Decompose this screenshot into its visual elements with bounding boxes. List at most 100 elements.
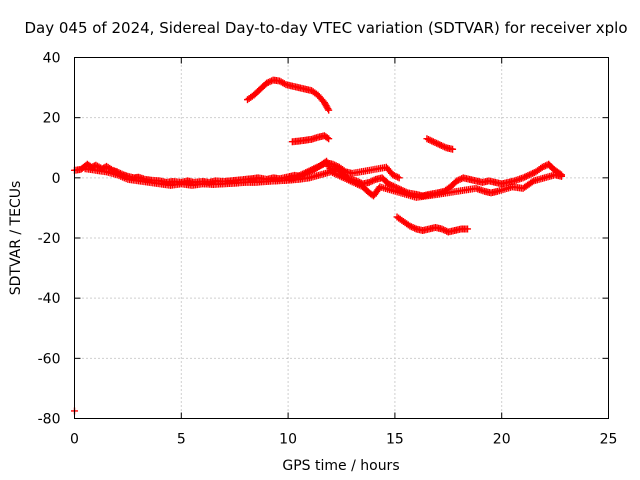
data-point xyxy=(300,169,308,177)
series-lower-band xyxy=(81,165,566,201)
data-point xyxy=(325,106,333,114)
data-point xyxy=(395,174,403,182)
data-point xyxy=(291,174,299,182)
series-arc-right xyxy=(423,135,457,153)
data-point xyxy=(264,78,272,86)
data-point xyxy=(263,79,271,87)
data-point xyxy=(441,143,449,151)
data-point xyxy=(527,170,535,178)
data-point xyxy=(519,174,527,182)
data-point xyxy=(538,163,546,171)
y-tick-label: -80 xyxy=(38,412,61,428)
data-point xyxy=(370,176,378,184)
data-point xyxy=(453,177,461,185)
data-point xyxy=(437,141,445,149)
data-point xyxy=(367,178,375,186)
data-point xyxy=(266,78,274,86)
y-tick-label: 0 xyxy=(52,171,61,187)
data-point xyxy=(365,178,373,186)
data-point xyxy=(303,168,311,176)
data-point xyxy=(311,164,319,172)
plot-frame xyxy=(74,57,609,419)
data-point xyxy=(525,171,533,179)
data-point xyxy=(389,171,397,179)
y-tick-label: 40 xyxy=(43,51,61,67)
data-point xyxy=(426,136,434,144)
x-tick-label: 20 xyxy=(493,432,511,448)
x-tick-label: 10 xyxy=(279,432,297,448)
data-point xyxy=(425,135,433,143)
data-point xyxy=(297,171,305,179)
data-point xyxy=(294,172,302,180)
data-point xyxy=(464,225,472,233)
tick-labels: 0 5 10 15 20 25 -80 -60 -40 -20 0 20 40 xyxy=(38,51,618,448)
data-point xyxy=(307,166,315,174)
data-point xyxy=(411,224,419,232)
data-point xyxy=(434,140,442,148)
data-point xyxy=(540,163,548,171)
data-point xyxy=(384,180,392,188)
y-tick-label: -20 xyxy=(38,231,61,247)
data-point xyxy=(524,172,532,180)
data-point xyxy=(329,160,337,168)
data-point xyxy=(423,135,431,143)
data-point xyxy=(315,163,323,171)
data-point xyxy=(324,105,332,113)
data-point xyxy=(454,176,462,184)
data-point xyxy=(441,226,449,234)
x-tick-label: 25 xyxy=(600,432,618,448)
data-point xyxy=(438,225,446,233)
data-point xyxy=(280,80,288,88)
data-point xyxy=(406,222,414,230)
data-point xyxy=(299,170,307,178)
data-point xyxy=(521,173,529,181)
y-axis-label: SDTVAR / TECUs xyxy=(8,181,24,296)
data-point xyxy=(429,138,437,146)
data-point xyxy=(331,161,339,169)
data-point xyxy=(313,163,321,171)
data-point xyxy=(439,226,447,234)
data-point xyxy=(558,172,566,180)
data-point xyxy=(522,172,530,180)
data-point xyxy=(332,162,340,170)
x-tick-label: 0 xyxy=(70,432,79,448)
data-point xyxy=(368,177,376,185)
data-point xyxy=(528,178,536,186)
data-point xyxy=(340,167,348,175)
data-point xyxy=(456,175,464,183)
series-rising-cluster xyxy=(284,159,403,183)
series-arc-mid xyxy=(288,132,333,146)
data-point xyxy=(407,223,415,231)
y-tick-label: 20 xyxy=(43,111,61,127)
data-point xyxy=(308,166,316,174)
series-arc-low xyxy=(393,213,472,236)
data-point xyxy=(323,134,331,142)
data-point xyxy=(325,135,333,143)
data-point xyxy=(409,223,417,231)
data-point xyxy=(439,142,447,150)
data-point xyxy=(305,167,313,175)
data-point xyxy=(529,169,537,177)
data-point xyxy=(319,160,327,168)
data-point xyxy=(436,141,444,149)
x-tick-label: 15 xyxy=(386,432,404,448)
data-points xyxy=(71,76,566,415)
data-point xyxy=(449,145,457,153)
y-tick-label: -60 xyxy=(38,351,61,367)
data-point xyxy=(428,137,436,145)
data-point xyxy=(316,162,324,170)
data-point xyxy=(310,165,318,173)
data-point xyxy=(295,172,303,180)
data-point xyxy=(292,173,300,181)
data-point xyxy=(431,138,439,146)
chart-title: Day 045 of 2024, Sidereal Day-to-day VTE… xyxy=(24,19,627,37)
x-tick-label: 5 xyxy=(177,432,186,448)
data-point xyxy=(318,161,326,169)
data-point xyxy=(433,139,441,147)
data-point xyxy=(302,169,310,177)
y-tick-label: -40 xyxy=(38,291,61,307)
series-arc-high xyxy=(244,76,333,114)
grid xyxy=(74,57,609,419)
data-point xyxy=(392,172,400,180)
